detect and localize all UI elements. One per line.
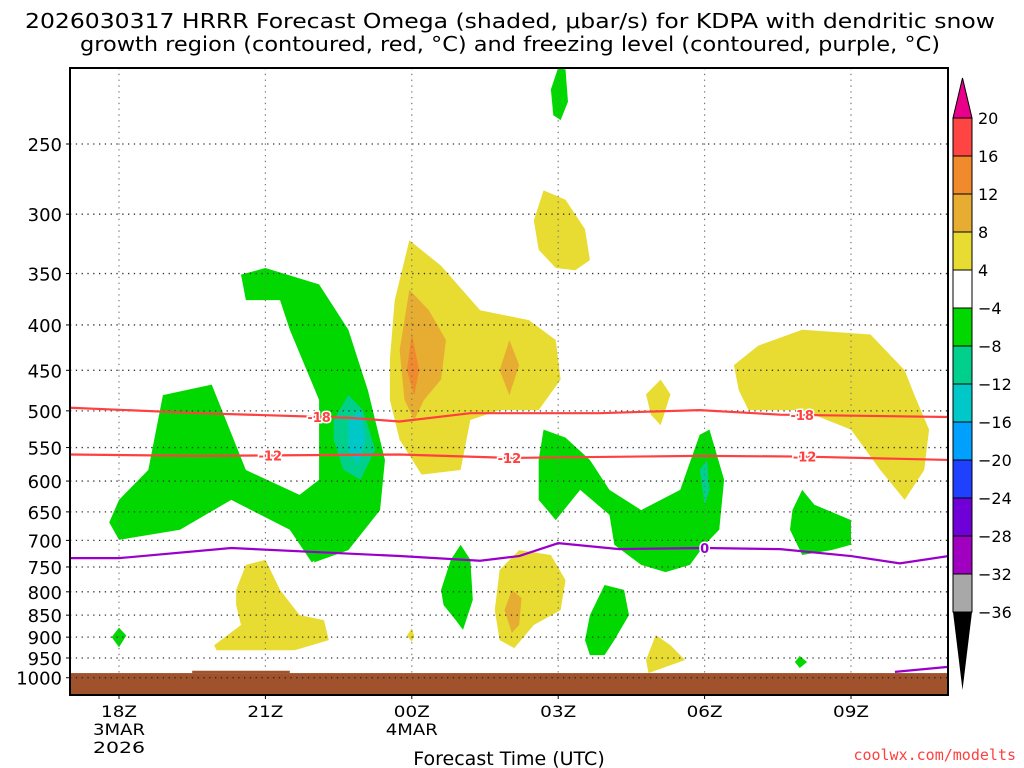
colorbar-label: −8 <box>978 337 1002 356</box>
omega-shaded-region <box>790 489 851 555</box>
omega-shaded-region <box>348 410 366 465</box>
colorbar-label: −12 <box>978 375 1012 394</box>
omega-shaded-region <box>533 190 590 271</box>
chart-title-line: growth region (contoured, red, °C) and f… <box>80 32 940 56</box>
omega-shaded-region <box>406 628 415 642</box>
y-tick-label: 450 <box>28 361 62 382</box>
y-tick-label: 1000 <box>16 669 62 690</box>
y-tick-label: 350 <box>28 265 62 286</box>
y-tick-label: 650 <box>28 503 62 524</box>
contour-label: -12 <box>259 449 283 464</box>
contour-label: -12 <box>498 452 522 467</box>
colorbar-label: −36 <box>978 603 1012 622</box>
y-tick-label: 700 <box>28 531 62 552</box>
y-tick-label: 800 <box>28 583 62 604</box>
colorbar-label: 4 <box>978 261 988 280</box>
plot-area: -18 -18 -12 -12 -12 0 <box>70 68 948 695</box>
omega-shaded-region <box>538 429 725 573</box>
colorbar-cell <box>952 193 973 233</box>
colorbar-cell <box>952 497 973 537</box>
contour-label: -12 <box>793 451 817 466</box>
x-tick-label: 3MAR <box>93 720 145 739</box>
colorbar-cell <box>952 383 973 423</box>
x-tick-label: 00Z <box>394 702 430 721</box>
omega-shaded-region <box>646 379 671 426</box>
omega-shaded-region <box>646 635 686 674</box>
contour-freezing-level-surface <box>894 665 948 673</box>
colorbar-label: 8 <box>978 223 988 242</box>
colorbar-label: −32 <box>978 565 1012 584</box>
y-tick-label: 300 <box>28 205 62 226</box>
colorbar-label: −28 <box>978 527 1012 546</box>
colorbar-label: 16 <box>978 147 998 166</box>
x-axis-label: Forecast Time (UTC) <box>413 748 604 768</box>
colorbar-cell <box>952 117 973 157</box>
y-tick-label: 900 <box>28 628 62 649</box>
y-tick-label: 750 <box>28 558 62 579</box>
colorbar-cell <box>952 307 973 347</box>
omega-shaded-region <box>241 268 385 563</box>
y-tick-label: 850 <box>28 606 62 627</box>
y-tick-label: 950 <box>28 649 62 670</box>
x-tick-label: 2026 <box>93 738 145 757</box>
contour-label: 0 <box>700 542 709 557</box>
colorbar-label: −16 <box>978 413 1012 432</box>
omega-shaded-region <box>494 550 566 649</box>
colorbar-cell <box>952 269 973 309</box>
y-tick-label: 500 <box>28 402 62 423</box>
contour-dgz-minus18 <box>70 406 948 423</box>
colorbar-label: −24 <box>978 489 1012 508</box>
y-tick-label: 400 <box>28 316 62 337</box>
ground-terrain <box>70 673 948 695</box>
contour-dgz-minus12 <box>70 453 948 462</box>
y-tick-label: 550 <box>28 439 62 460</box>
omega-shaded-region <box>585 585 629 656</box>
contour-label: -18 <box>790 409 814 424</box>
omega-shaded-region <box>214 559 329 651</box>
colorbar-cell <box>952 155 973 195</box>
colorbar-cell <box>952 345 973 385</box>
omega-shaded-region <box>441 544 473 630</box>
colorbar-cell <box>952 231 973 271</box>
watermark-link: coolwx.com/modelts <box>853 746 1016 764</box>
colorbar-cell <box>952 421 973 461</box>
contour-label: -18 <box>307 411 331 426</box>
omega-shaded-region <box>699 459 710 505</box>
omega-shaded-region <box>109 384 329 563</box>
x-tick-label: 4MAR <box>386 720 438 739</box>
colorbar-label: −20 <box>978 451 1012 470</box>
x-tick-label: 18Z <box>101 702 137 721</box>
colorbar-top-arrow <box>952 77 973 119</box>
x-tick-label: 06Z <box>687 702 723 721</box>
plot-frame <box>69 67 949 696</box>
x-tick-label: 09Z <box>833 702 869 721</box>
colorbar-label: −4 <box>978 299 1002 318</box>
contour-freezing-level <box>70 542 948 565</box>
omega-shaded-region <box>794 655 808 668</box>
ground-terrain-bump <box>192 670 290 674</box>
colorbar-bottom-arrow <box>953 612 972 690</box>
omega-shaded-region <box>499 340 520 396</box>
colorbar-label: 20 <box>978 109 998 128</box>
x-tick-label: 03Z <box>540 702 576 721</box>
y-tick-label: 600 <box>28 472 62 493</box>
y-tick-label: 250 <box>28 135 62 156</box>
omega-shaded-region <box>389 240 561 475</box>
colorbar-cell <box>952 573 973 613</box>
omega-shaded-region <box>399 289 446 420</box>
omega-shaded-region <box>504 589 522 633</box>
colorbar-cell <box>952 459 973 499</box>
omega-shaded-region <box>550 68 568 121</box>
colorbar-cell <box>952 535 973 575</box>
omega-shaded-region <box>406 333 420 396</box>
x-tick-label: 21Z <box>247 702 283 721</box>
colorbar-label: 12 <box>978 185 998 204</box>
chart-title-line: 2026030317 HRRR Forecast Omega (shaded, … <box>25 9 995 33</box>
